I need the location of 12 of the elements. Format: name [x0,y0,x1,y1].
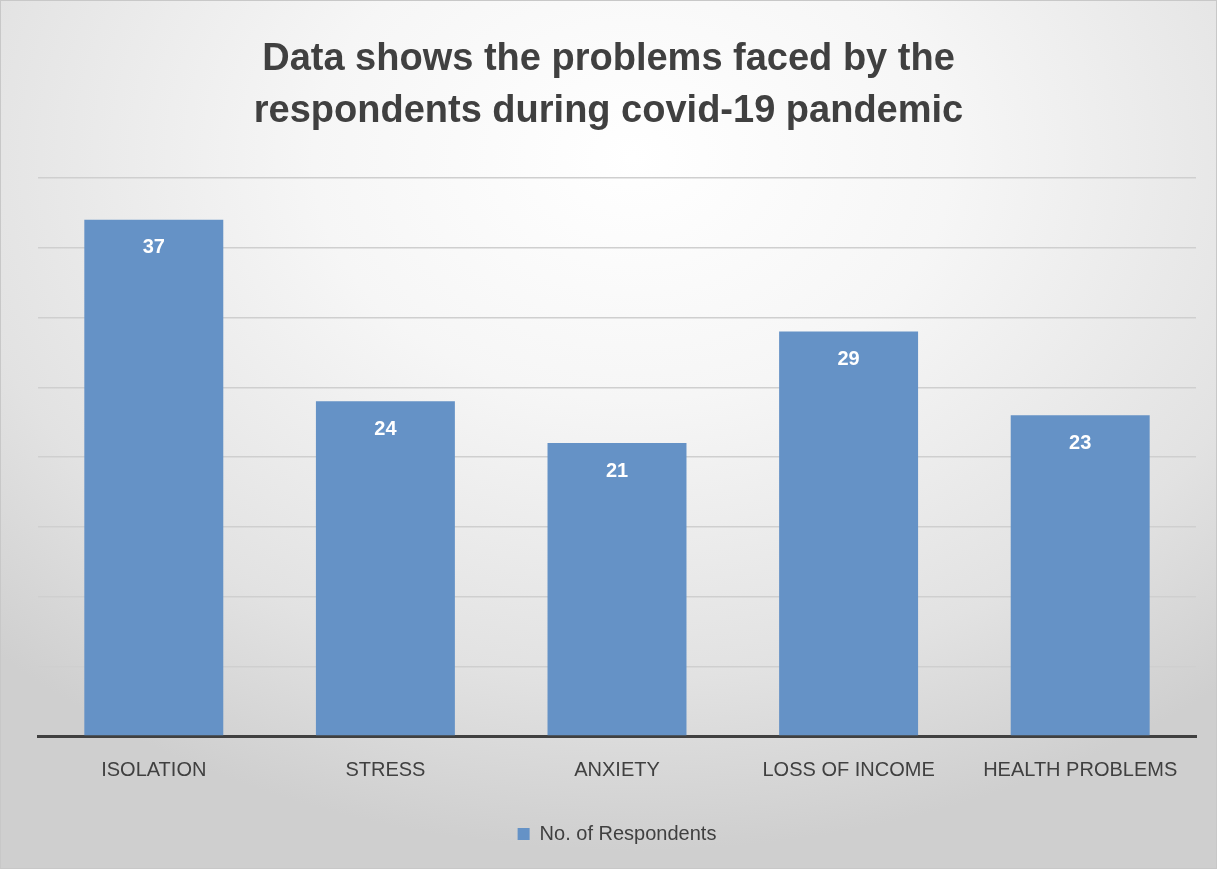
x-tick-label: ISOLATION [101,757,207,780]
data-label: 29 [837,346,860,369]
data-label: 23 [1069,430,1092,453]
x-tick-label: STRESS [345,757,426,780]
chart-title: Data shows the problems faced by the respondents during covid-19 pandemic [252,35,965,132]
x-tick-label: HEALTH PROBLEMS [983,757,1178,780]
legend-label: No. of Respondents [539,821,717,844]
x-tick-label: ANXIETY [574,757,660,780]
data-label: 21 [605,458,629,481]
x-tick-label: LOSS OF INCOME [762,757,935,780]
data-label: 24 [374,416,398,439]
data-label: 37 [142,235,165,258]
